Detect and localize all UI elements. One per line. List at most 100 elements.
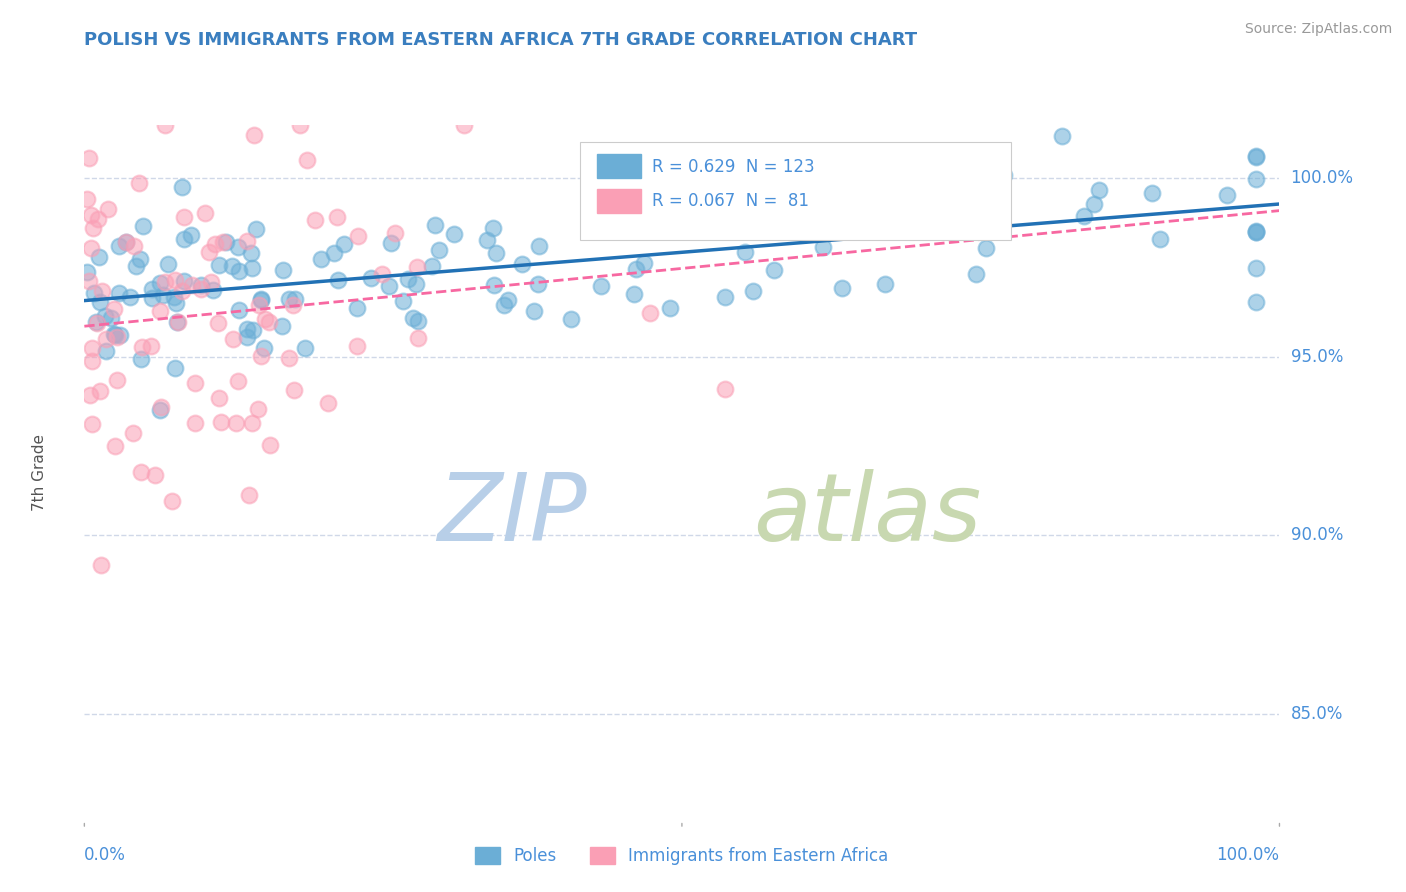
Point	[236, 234, 259, 248]
Point	[360, 271, 382, 285]
Point	[157, 257, 180, 271]
Point	[86, 316, 108, 330]
Point	[659, 201, 682, 215]
Point	[172, 285, 194, 299]
Point	[131, 340, 153, 354]
Point	[87, 251, 110, 265]
Point	[1083, 197, 1105, 211]
FancyBboxPatch shape	[581, 142, 1011, 240]
Point	[77, 274, 100, 288]
Point	[222, 332, 245, 346]
Point	[208, 391, 231, 405]
Point	[94, 343, 117, 358]
Point	[1073, 209, 1095, 223]
Point	[200, 275, 222, 289]
Point	[803, 203, 825, 218]
Point	[190, 283, 212, 297]
Text: 85.0%: 85.0%	[1291, 705, 1343, 723]
Point	[405, 277, 427, 291]
Point	[527, 239, 550, 253]
Point	[87, 212, 110, 227]
Point	[1244, 149, 1267, 163]
Point	[873, 277, 896, 291]
Point	[297, 153, 319, 167]
Point	[149, 276, 172, 290]
Point	[1216, 188, 1239, 202]
Point	[406, 314, 429, 328]
Point	[323, 246, 346, 260]
Point	[453, 118, 475, 132]
Point	[163, 273, 186, 287]
Point	[89, 384, 111, 398]
Point	[204, 236, 226, 251]
Text: POLISH VS IMMIGRANTS FROM EASTERN AFRICA 7TH GRADE CORRELATION CHART: POLISH VS IMMIGRANTS FROM EASTERN AFRICA…	[84, 31, 918, 49]
Text: 100.0%: 100.0%	[1291, 169, 1354, 187]
Point	[423, 218, 446, 232]
Text: 0.0%: 0.0%	[84, 846, 127, 863]
Point	[84, 315, 107, 329]
Point	[391, 294, 413, 309]
Point	[165, 361, 187, 376]
Point	[166, 315, 188, 329]
Point	[80, 354, 103, 368]
Point	[800, 206, 823, 220]
Point	[115, 235, 138, 249]
Point	[120, 289, 142, 303]
Point	[110, 328, 132, 343]
Point	[82, 417, 104, 431]
Point	[482, 278, 505, 293]
Point	[212, 235, 235, 249]
Point	[811, 240, 834, 254]
Point	[173, 232, 195, 246]
Point	[250, 349, 273, 363]
Point	[141, 281, 163, 295]
Text: atlas: atlas	[754, 469, 981, 560]
Point	[128, 252, 150, 266]
Point	[560, 312, 582, 326]
Point	[97, 202, 120, 216]
Point	[190, 277, 212, 292]
Text: R = 0.067  N =  81: R = 0.067 N = 81	[652, 193, 808, 211]
Point	[1052, 128, 1074, 143]
Point	[814, 181, 837, 195]
Point	[284, 292, 307, 306]
Point	[475, 234, 498, 248]
Text: 7th Grade: 7th Grade	[32, 434, 48, 511]
Point	[294, 342, 316, 356]
Legend: Poles, Immigrants from Eastern Africa: Poles, Immigrants from Eastern Africa	[468, 840, 896, 871]
Point	[402, 310, 425, 325]
Point	[523, 303, 546, 318]
Point	[278, 351, 301, 365]
Point	[304, 213, 326, 227]
Point	[150, 400, 173, 414]
Point	[974, 241, 997, 255]
Point	[198, 244, 221, 259]
Point	[1244, 260, 1267, 275]
Point	[94, 309, 117, 323]
Point	[384, 226, 406, 240]
Point	[105, 330, 128, 344]
Point	[115, 235, 138, 249]
Point	[141, 339, 163, 353]
Point	[259, 315, 281, 329]
Point	[259, 438, 281, 452]
Point	[624, 262, 647, 277]
Point	[623, 287, 645, 301]
Point	[277, 292, 299, 306]
Point	[443, 227, 465, 241]
Point	[103, 327, 125, 342]
Point	[181, 278, 204, 293]
Point	[408, 331, 430, 345]
Text: 100.0%: 100.0%	[1216, 846, 1279, 863]
Point	[249, 292, 271, 306]
Point	[333, 237, 356, 252]
Point	[965, 267, 987, 281]
Point	[526, 277, 548, 291]
Point	[658, 301, 681, 315]
Point	[131, 352, 153, 367]
Point	[226, 239, 249, 253]
Point	[1244, 224, 1267, 238]
Point	[1140, 186, 1163, 201]
Point	[283, 383, 305, 397]
Point	[240, 260, 263, 275]
